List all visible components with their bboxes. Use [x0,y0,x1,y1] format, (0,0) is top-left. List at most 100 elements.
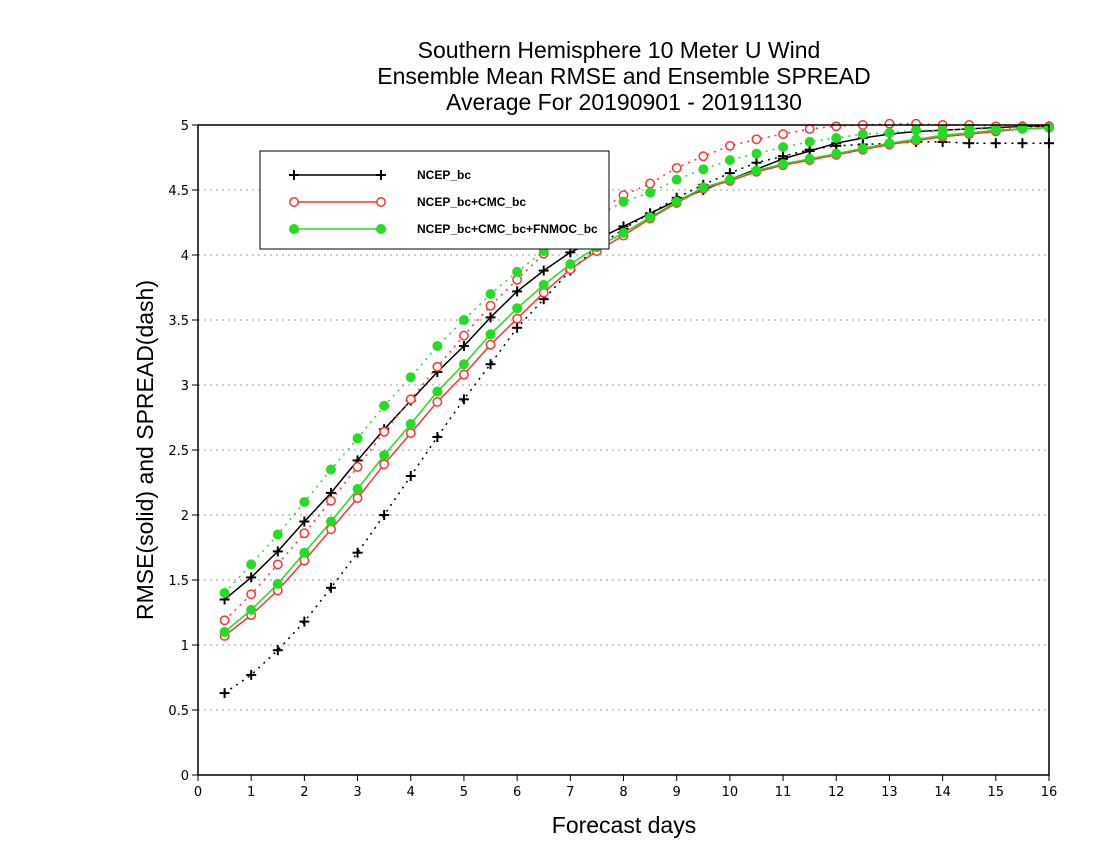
series-3-rmse-point [857,143,868,154]
series-3-rmse-point [698,182,709,193]
x-tick-label: 8 [619,785,627,800]
y-tick-label: 2.5 [168,444,189,459]
series-1-spread-point [432,432,443,442]
series-2-spread-point [884,118,895,129]
series-1-spread-point [246,669,257,680]
series-3-spread-point [352,433,363,444]
legend-box [259,150,610,250]
series-3-spread-point [512,266,523,277]
series-1-spread-point [219,688,230,699]
series-1-spread-point [964,138,975,149]
series-1-spread-point [325,582,336,593]
series-2-rmse-point [485,339,496,350]
x-tick-label: 12 [828,785,845,800]
y-tick-label: 1.5 [168,574,189,589]
series-2-rmse-point [405,428,416,439]
series-1-rmse-point [512,286,523,297]
series-3-rmse-point [937,130,948,141]
series-2-spread-point [432,361,443,372]
series-3-spread-point [618,196,629,207]
series-2-spread-point [246,589,257,600]
series-3-rmse-point [272,578,283,589]
chart-title-line-1: Southern Hemisphere 10 Meter U Wind [418,37,821,63]
series-3-rmse-point [352,484,363,494]
series-1-rmse-point [299,516,310,527]
series-3-spread-point [671,174,682,185]
x-tick-label: 6 [513,785,521,800]
series-1-spread-point [272,645,283,656]
y-tick-label: 3 [181,379,189,394]
series-2-spread-point [352,461,363,472]
series-3-rmse-point [485,329,496,340]
legend-label: NCEP_bc+CMC_bc [417,195,526,209]
x-tick-label: 1 [247,785,255,800]
series-2-rmse-point [379,459,390,470]
y-tick-label: 4.5 [168,184,189,199]
legend-marker [376,224,386,234]
series-3-rmse-point [964,127,975,138]
series-3-spread-point [831,133,842,143]
series-2-spread-point [485,300,496,311]
series-1-spread-point [458,394,469,405]
series-2-spread-point [299,528,310,539]
y-axis-title: RMSE(solid) and SPREAD(dash) [132,280,158,620]
series-3-rmse-point [804,153,815,164]
y-tick-label: 0.5 [168,704,189,719]
chart-title-line-3: Average For 20190901 - 20191130 [446,89,802,115]
series-2-rmse-point [512,313,523,324]
plot-area [219,118,1054,699]
x-tick-label: 10 [722,785,739,800]
series-2-spread-point [724,140,735,151]
series-1-rmse-point [458,341,469,351]
series-3-spread-point [911,125,922,136]
series-2-spread-point [645,178,656,189]
series-3-spread-point [645,187,656,198]
series-3-rmse-point [219,627,230,637]
series-3-spread-point [272,529,283,540]
series-3-rmse-point [724,174,735,185]
series-3-rmse-point [751,165,762,176]
series-1-spread-point [1017,138,1028,149]
series-3-spread-point [724,155,735,166]
series-3-spread-point [751,148,762,159]
series-3-rmse-point [990,125,1001,136]
series-3-rmse-point [458,359,469,370]
x-tick-label: 16 [1041,785,1058,800]
series-3-spread-point [778,142,789,153]
x-tick-label: 14 [934,785,951,800]
series-3-spread-point [405,372,416,383]
series-3-spread-point [698,164,709,175]
series-3-rmse-point [565,259,576,270]
series-1-spread-point [990,138,1001,149]
legend-label: NCEP_bc+CMC_bc+FNMOC_bc [417,222,598,236]
series-3-rmse-point [299,547,310,558]
legend: NCEP_bc NCEP_bc+CMC_bc NCEP_bc+CMC_bc+FNMO… [259,150,610,250]
x-tick-label: 3 [353,785,361,800]
chart-title: Southern Hemisphere 10 Meter U Wind Ense… [377,37,870,115]
legend-marker [376,197,386,207]
series-2-spread-point [379,426,390,437]
x-axis-title: Forecast days [552,812,696,838]
legend-marker [289,224,299,234]
chart-title-line-2: Ensemble Mean RMSE and Ensemble SPREAD [377,63,870,89]
grid [198,189,1049,711]
x-axis: 0 1 2 3 4 5 6 7 8 9 10 11 12 13 14 15 16 [194,775,1057,800]
x-tick-label: 11 [775,785,792,800]
series-3-rmse-point [884,138,895,149]
x-tick-label: 9 [673,785,681,800]
series-3-rmse-point [379,450,390,461]
series-3-rmse-point [538,279,549,290]
y-tick-label: 5 [181,119,189,134]
series-2-spread-point [831,121,842,132]
series-3-spread-point [379,400,390,411]
series-3-spread-point [325,464,336,475]
series-3-spread-point [299,497,310,507]
series-3-spread-point [458,315,469,325]
series-1-rmse-point [485,312,496,323]
series-2-spread-point [326,495,336,506]
series-3-rmse-point [831,148,842,159]
series-2-spread-point [458,330,469,341]
x-tick-label: 13 [881,785,898,800]
series-1-rmse-point [246,572,257,583]
series-2-rmse-point [458,369,469,380]
